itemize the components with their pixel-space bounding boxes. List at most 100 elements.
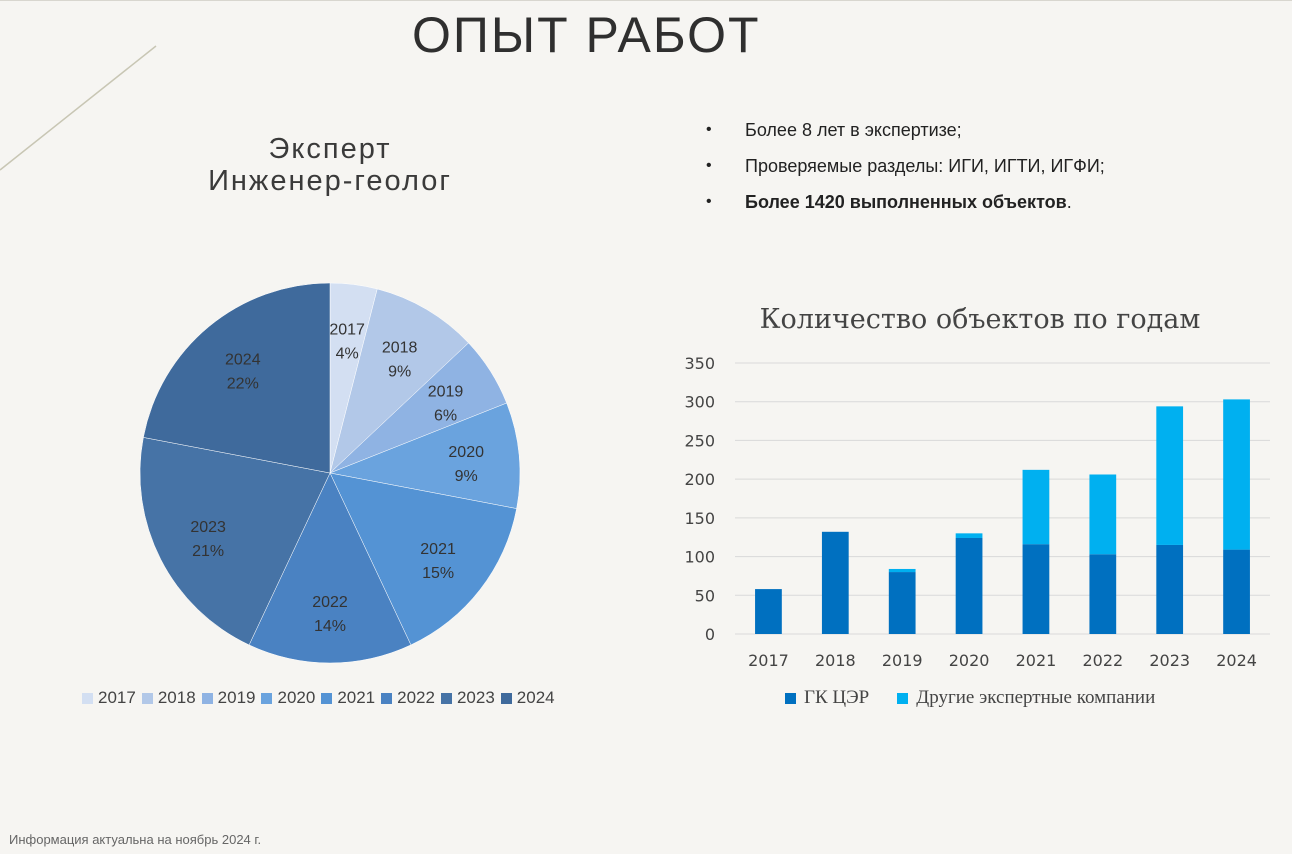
x-tick-label: 2022 bbox=[1082, 651, 1123, 670]
pie-label-category: 2017 bbox=[329, 321, 365, 338]
bar-other-2024 bbox=[1223, 399, 1250, 550]
pie-legend-item: 2021 bbox=[321, 688, 375, 708]
pie-legend-item: 2019 bbox=[201, 688, 256, 708]
page-title: ОПЫТ РАБОТ bbox=[412, 7, 761, 63]
pie-legend-item: 2024 bbox=[500, 688, 555, 708]
legend-label: ГК ЦЭР bbox=[804, 687, 870, 708]
legend-swatch bbox=[381, 692, 393, 704]
bar-legend: ГК ЦЭР Другие экспертные компании bbox=[785, 687, 1155, 709]
bullet-marker: • bbox=[706, 193, 712, 210]
bar-gk-cer-2024 bbox=[1223, 549, 1250, 634]
pie-label-value: 14% bbox=[314, 618, 346, 635]
bullet-text-tail: . bbox=[1066, 192, 1072, 212]
pie-slice-2024 bbox=[143, 282, 331, 474]
legend-swatch bbox=[321, 692, 333, 704]
pie-label-category: 2024 bbox=[225, 352, 261, 369]
bar-legend-item: Другие экспертные компании bbox=[897, 687, 1155, 709]
legend-label: 2022 bbox=[397, 688, 435, 707]
legend-swatch bbox=[82, 692, 93, 704]
legend-swatch bbox=[141, 692, 153, 704]
bar-other-2021 bbox=[1022, 469, 1050, 545]
pie-label-value: 9% bbox=[388, 363, 411, 380]
y-tick-label: 300 bbox=[684, 393, 715, 412]
bullet-text-bold: Более 1420 выполненных объектов bbox=[745, 192, 1067, 212]
legend-swatch bbox=[261, 692, 273, 704]
x-tick-label: 2021 bbox=[1016, 651, 1057, 670]
bar-other-2022 bbox=[1089, 474, 1117, 555]
x-tick-label: 2018 bbox=[815, 651, 856, 670]
pie-title-line-1: Эксперт bbox=[268, 133, 392, 165]
legend-label: Другие экспертные компании bbox=[916, 687, 1156, 708]
pie-chart-title: Эксперт Инженер-геолог bbox=[160, 133, 500, 197]
bullet-text: Более 8 лет в экспертизе; bbox=[745, 120, 962, 140]
pie-legend-item: 2017 bbox=[82, 688, 136, 708]
bar-other-2023 bbox=[1156, 406, 1184, 545]
bar-chart: 0 50 100 150 200 250 300 350 2017 2018 2019 2020 202… bbox=[684, 354, 1270, 670]
pie-legend-item: 2022 bbox=[381, 688, 435, 708]
bar-gk-cer-2022 bbox=[1089, 554, 1117, 634]
legend-swatch bbox=[440, 692, 452, 704]
bar-gk-cer-2019 bbox=[888, 572, 916, 634]
x-tick-label: 2019 bbox=[882, 651, 923, 670]
pie-label-value: 4% bbox=[336, 345, 359, 362]
pie-slice-2022 bbox=[248, 472, 412, 664]
pie-label-category: 2022 bbox=[312, 594, 348, 611]
footnote: Информация актуальна на ноябрь 2024 г. bbox=[9, 832, 262, 847]
top-rule bbox=[0, 0, 1292, 1]
bullet-list: • Более 8 лет в экспертизе; • Проверяемы… bbox=[700, 114, 1105, 222]
legend-label: 2019 bbox=[217, 688, 256, 707]
pie-legend-item: 2023 bbox=[440, 688, 495, 708]
bullet-item: • Более 8 лет в экспертизе; bbox=[700, 114, 1105, 150]
pie-label-value: 6% bbox=[434, 408, 457, 425]
pie-label-value: 22% bbox=[227, 376, 259, 393]
pie-label-category: 2020 bbox=[448, 444, 484, 461]
pie-chart: 2017 4% 2018 9% 2019 6% 2020 9% 2021 15% 2022 14% 20… bbox=[139, 282, 521, 664]
legend-label: 2021 bbox=[337, 688, 376, 707]
pie-slice-2020 bbox=[329, 402, 521, 509]
x-tick-label: 2020 bbox=[949, 651, 990, 670]
bar-gk-cer-2018 bbox=[821, 531, 849, 634]
bar-chart-title: Количество объектов по годам bbox=[759, 304, 1201, 335]
pie-label-category: 2018 bbox=[382, 339, 418, 356]
x-tick-label: 2023 bbox=[1149, 651, 1190, 670]
pie-legend: 2017 2018 2019 2020 2021 2022 2023 2024 bbox=[82, 688, 555, 708]
legend-swatch bbox=[785, 692, 796, 704]
legend-swatch bbox=[897, 692, 909, 704]
legend-label: 2023 bbox=[456, 688, 495, 707]
y-tick-label: 50 bbox=[695, 586, 715, 605]
bar-legend-item: ГК ЦЭР bbox=[785, 687, 869, 709]
bar-other-2020 bbox=[955, 533, 983, 538]
y-tick-label: 150 bbox=[684, 509, 715, 528]
pie-legend-item: 2018 bbox=[141, 688, 196, 708]
pie-label-value: 21% bbox=[192, 543, 224, 560]
bar-gk-cer-2020 bbox=[955, 537, 983, 634]
pie-legend-item: 2020 bbox=[261, 688, 315, 708]
y-tick-label: 350 bbox=[684, 354, 715, 373]
x-tick-label: 2017 bbox=[748, 651, 789, 670]
pie-label-category: 2023 bbox=[190, 519, 226, 536]
pie-label-value: 15% bbox=[422, 565, 454, 582]
pie-label-value: 9% bbox=[455, 468, 478, 485]
y-tick-label: 200 bbox=[684, 470, 715, 489]
pie-label-category: 2019 bbox=[428, 384, 464, 401]
decorative-line bbox=[0, 45, 157, 171]
legend-swatch bbox=[500, 692, 512, 704]
bullet-item: • Проверяемые разделы: ИГИ, ИГТИ, ИГФИ; bbox=[700, 150, 1105, 186]
pie-slice-2018 bbox=[329, 288, 469, 474]
legend-label: 2017 bbox=[98, 688, 136, 707]
bar-gk-cer-2021 bbox=[1022, 544, 1050, 634]
y-tick-label: 0 bbox=[705, 625, 715, 644]
legend-label: 2018 bbox=[157, 688, 196, 707]
bullet-item: • Более 1420 выполненных объектов. bbox=[700, 186, 1105, 222]
bar-gk-cer-2017 bbox=[755, 589, 782, 634]
pie-label-category: 2021 bbox=[420, 541, 456, 558]
bullet-marker: • bbox=[706, 121, 712, 138]
y-tick-label: 250 bbox=[684, 431, 715, 450]
legend-swatch bbox=[201, 692, 213, 704]
bar-gk-cer-2023 bbox=[1156, 544, 1184, 634]
bullet-text: Проверяемые разделы: ИГИ, ИГТИ, ИГФИ; bbox=[745, 156, 1105, 176]
pie-title-line-2: Инженер-геолог bbox=[208, 165, 452, 197]
legend-label: 2024 bbox=[516, 688, 555, 707]
bullet-marker: • bbox=[706, 157, 712, 174]
